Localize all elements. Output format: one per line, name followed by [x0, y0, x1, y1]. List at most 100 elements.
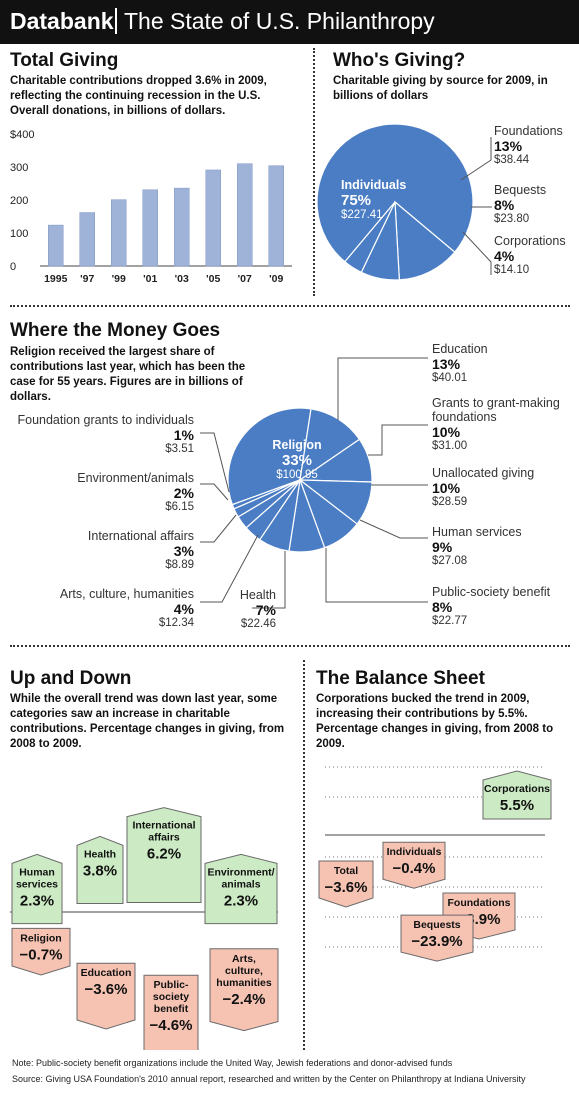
- pie2-label-health: Health 7% $22.46: [196, 588, 276, 631]
- pie2-pct-grants: 10%: [432, 424, 461, 440]
- section-divider-vertical: [303, 660, 305, 1050]
- balance-title: The Balance Sheet: [316, 668, 485, 689]
- ud-item-label: benefit: [154, 1003, 189, 1015]
- brand-label: Databank: [10, 8, 114, 34]
- ud-item-value: 2.3%: [224, 892, 258, 909]
- ud-item-value: −2.4%: [223, 991, 266, 1008]
- x-tick-label: '99: [112, 273, 126, 285]
- y-tick-label: 300: [10, 162, 28, 174]
- pie2-value-human-services: $27.08: [432, 555, 468, 567]
- pie1-pct-bequests: 8%: [494, 197, 515, 213]
- header-bar: Databank The State of U.S. Philanthropy: [0, 0, 579, 44]
- bs-item-label: Total: [334, 865, 358, 877]
- pie2-pct-unallocated: 10%: [432, 480, 461, 496]
- pie2-pct-international: 3%: [173, 543, 194, 559]
- ud-item-label: humanities: [216, 977, 272, 989]
- pie2-name-religion: Religion: [272, 438, 322, 452]
- pie1-label-individuals: Individuals 75% $227.41: [341, 178, 406, 223]
- ud-item-value: 3.8%: [83, 862, 117, 879]
- leader-line: [462, 231, 492, 275]
- pie2-name-health: Health: [239, 588, 276, 602]
- ud-item-label: Arts,: [232, 953, 256, 965]
- ud-item-label: culture,: [225, 965, 263, 977]
- leader-line: [200, 483, 229, 501]
- pie2-name-environment: Environment/animals: [77, 471, 194, 485]
- bs-item-label: Foundations: [448, 897, 511, 909]
- x-tick-label: 1995: [44, 273, 68, 285]
- ud-item-label: society: [153, 991, 189, 1003]
- y-tick-label: 100: [10, 228, 28, 240]
- bar: [79, 212, 95, 267]
- pie2-name-public-society: Public-society benefit: [432, 585, 551, 599]
- pie2-slice: [231, 479, 301, 510]
- pie2-label-international: International affairs 3% $8.89: [20, 529, 194, 572]
- bar: [268, 165, 284, 267]
- pie1-value-foundations: $38.44: [494, 154, 530, 166]
- y-tick-label: 200: [10, 195, 28, 207]
- pie1-name-individuals: Individuals: [341, 178, 407, 192]
- ud-item-bar: [204, 853, 278, 925]
- bs-item-value: −23.9%: [411, 933, 462, 950]
- pie2-label-foundation-grants: Foundation grants to individuals 1% $3.5…: [6, 413, 194, 456]
- pie1-label-foundations: Foundations 13% $38.44: [494, 124, 563, 167]
- pie1-pct-individuals: 75%: [341, 192, 372, 209]
- pie2-name-unallocated: Unallocated giving: [432, 466, 535, 480]
- section-divider: [10, 305, 570, 307]
- bs-item-bar: [318, 860, 374, 908]
- bar: [237, 163, 253, 267]
- ud-item-label: Public-: [153, 979, 189, 991]
- pie2-name-international: International affairs: [87, 529, 194, 543]
- bs-item-value: −0.4%: [393, 860, 436, 877]
- pie2-name-education: Education: [432, 342, 488, 356]
- bs-item-label: Bequests: [413, 919, 460, 931]
- pie1-value-individuals: $227.41: [341, 209, 383, 221]
- ud-item-label: animals: [221, 878, 260, 890]
- pie1-value-bequests: $23.80: [494, 213, 530, 225]
- leader-line: [325, 548, 428, 603]
- pie2-name-grants: Grants to grant-making foundations: [432, 396, 560, 424]
- balance-desc: Corporations bucked the trend in 2009, i…: [316, 693, 554, 750]
- leader-line: [368, 424, 428, 456]
- ud-item-label: affairs: [148, 832, 180, 844]
- pie2-value-health: $22.46: [240, 618, 276, 630]
- pie1-pct-corporations: 4%: [494, 248, 515, 264]
- bar: [48, 224, 64, 267]
- leader-line: [200, 432, 230, 493]
- ud-item-label: Education: [81, 967, 132, 979]
- leader-line: [252, 551, 286, 609]
- section-divider-vertical: [313, 48, 315, 296]
- ud-item-bar: [11, 853, 63, 925]
- ud-item-label: Health: [84, 848, 116, 860]
- pie2-name-arts: Arts, culture, humanities: [59, 587, 194, 601]
- pie1-name-foundations: Foundations: [494, 124, 563, 138]
- whos-giving-title: Who's Giving?: [333, 50, 466, 71]
- pie1-pct-foundations: 13%: [494, 138, 523, 154]
- ud-item-value: 2.3%: [20, 892, 54, 909]
- up-down-title: Up and Down: [10, 668, 132, 689]
- pie2-label-arts: Arts, culture, humanities 4% $12.34: [20, 587, 194, 630]
- bs-item-bar: [482, 770, 552, 820]
- pie2-value-religion: $100.95: [276, 469, 318, 481]
- pie2-value-environment: $6.15: [165, 501, 194, 513]
- pie2-pct-health: 7%: [255, 602, 276, 618]
- footer-note: Note: Public-society benefit organizatio…: [12, 1058, 453, 1068]
- up-down-desc: While the overall trend was down last ye…: [10, 693, 285, 750]
- pie2-value-foundation-grants: $3.51: [165, 443, 194, 455]
- ud-item-value: −3.6%: [85, 981, 128, 998]
- leader-line: [359, 519, 428, 539]
- pie2-label-public-society: Public-society benefit 8% $22.77: [432, 585, 550, 628]
- leader-line: [337, 357, 428, 420]
- pie2-label-environment: Environment/animals 2% $6.15: [20, 471, 194, 514]
- whos-giving-desc: Charitable giving by source for 2009, in…: [333, 75, 548, 102]
- pie2-label-unallocated: Unallocated giving 10% $28.59: [432, 466, 534, 509]
- ud-item-value: 6.2%: [147, 846, 181, 863]
- ud-item-bar: [143, 974, 199, 1050]
- pie2-pct-environment: 2%: [173, 485, 194, 501]
- ud-item-label: services: [16, 878, 58, 890]
- pie2-value-grants: $31.00: [432, 440, 468, 452]
- bar: [174, 187, 190, 267]
- bar: [111, 199, 127, 267]
- pie1-slice: [394, 200, 456, 281]
- x-tick-label: '03: [175, 273, 189, 285]
- bar: [205, 169, 221, 267]
